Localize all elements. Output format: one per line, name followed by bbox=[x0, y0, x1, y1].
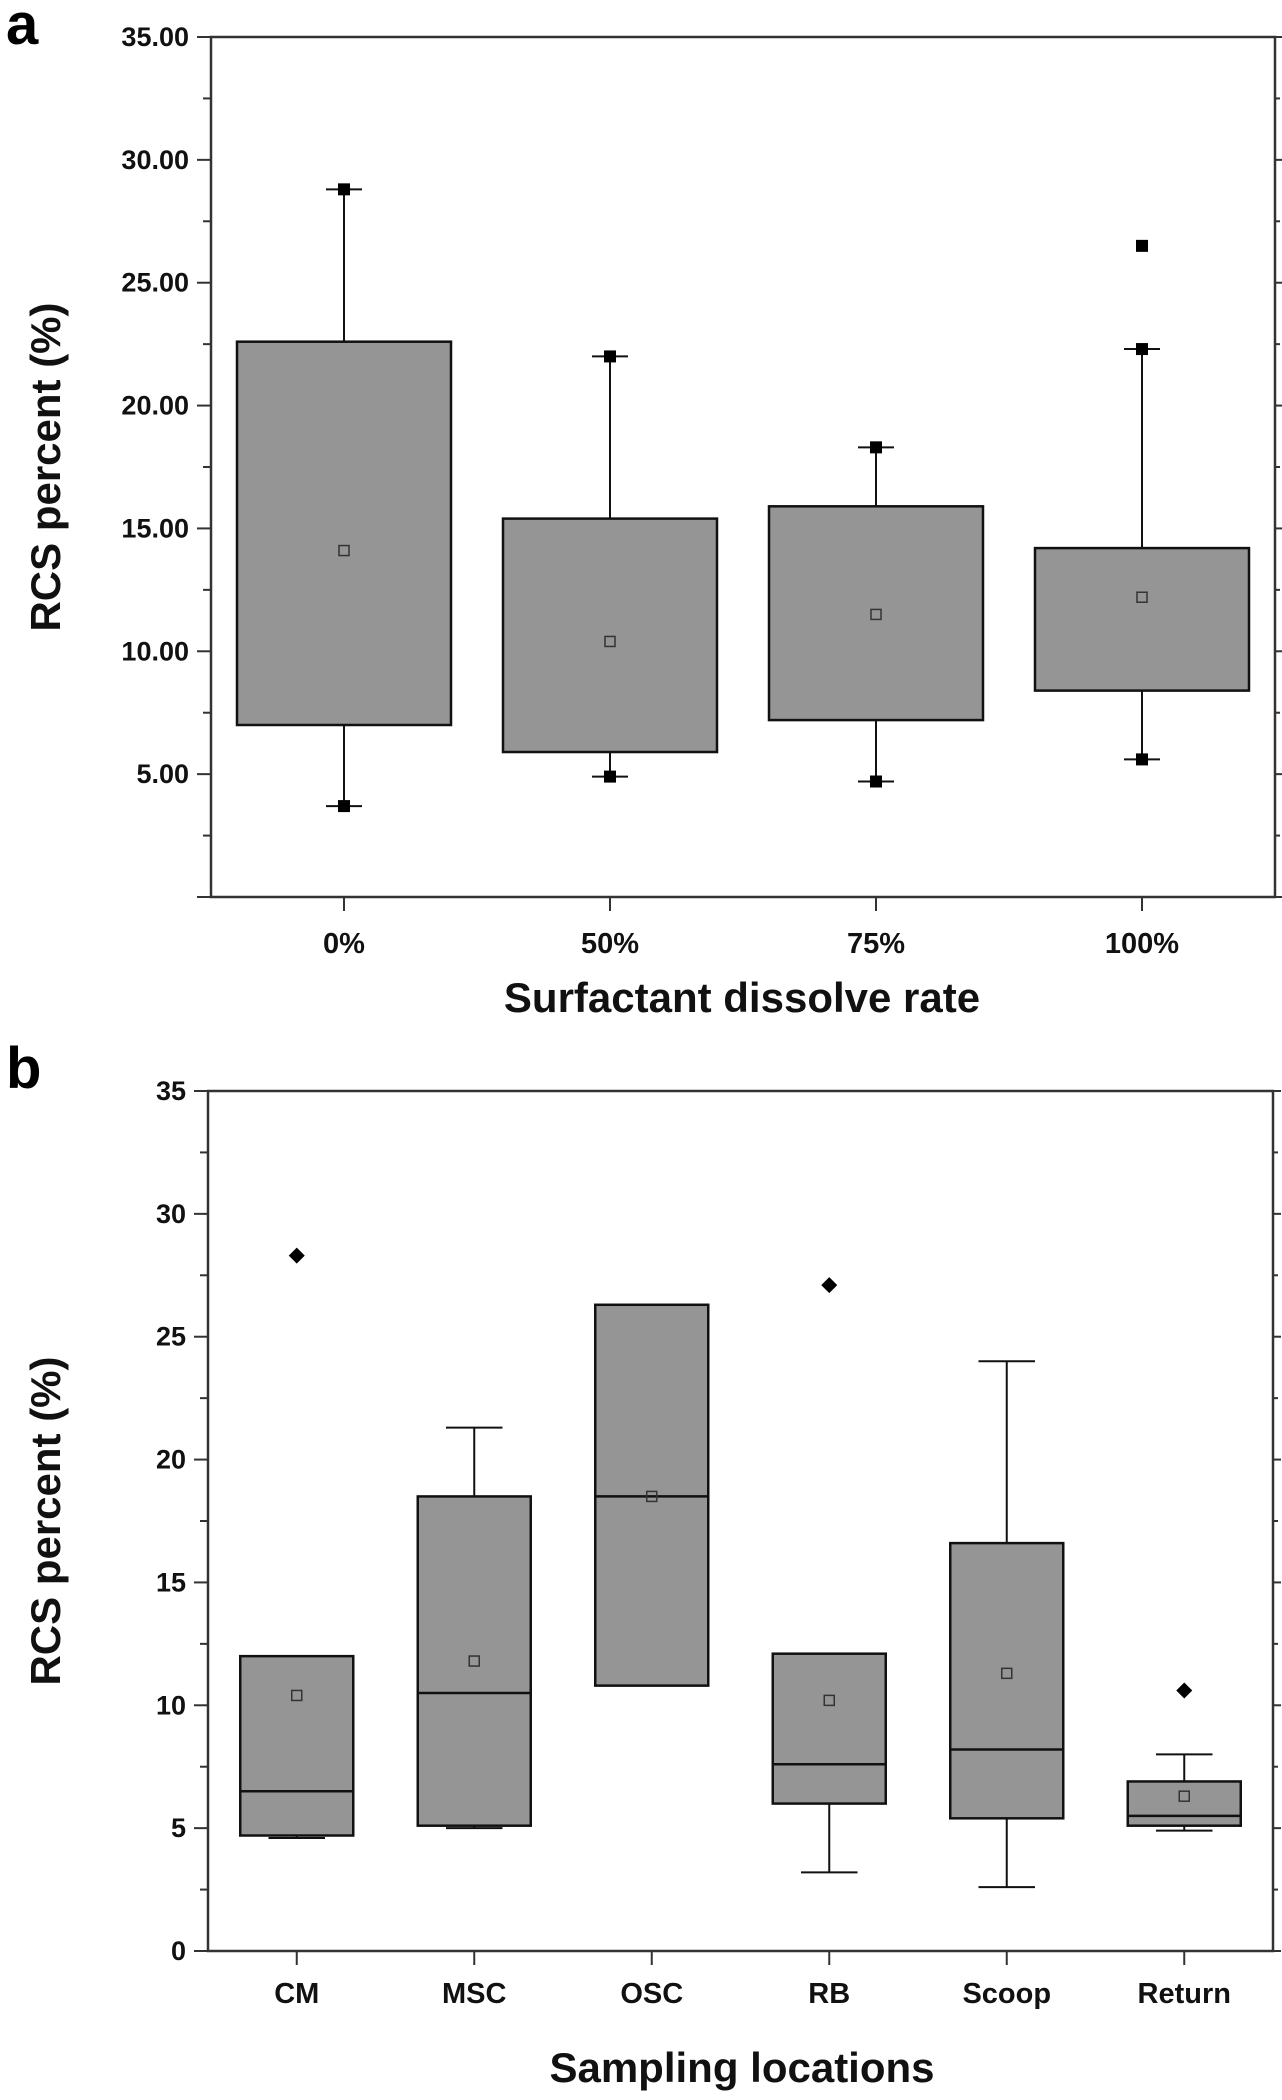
box-scoop bbox=[949, 1360, 1065, 1889]
y-tick-label: 15 bbox=[156, 1567, 186, 1597]
y-tick-label: 30 bbox=[156, 1199, 186, 1229]
panel-b-rcs-by-location: b RCS percent (%) Sampling locations 0 5 1… bbox=[6, 1036, 1281, 2091]
box-iqr bbox=[239, 1654, 355, 1837]
y-tick-label: 20.00 bbox=[121, 391, 189, 421]
x-tick-label: 50% bbox=[581, 928, 639, 960]
y-tick-label: 35.00 bbox=[121, 22, 189, 52]
mean-marker bbox=[823, 1694, 835, 1707]
max-marker bbox=[338, 183, 350, 196]
box-iqr bbox=[949, 1541, 1065, 1820]
mean-marker bbox=[1136, 591, 1148, 603]
min-marker bbox=[1136, 753, 1148, 766]
y-tick-label: 20 bbox=[156, 1445, 186, 1475]
x-tick-label: RB bbox=[808, 1978, 850, 2010]
y-tick-label: 30.00 bbox=[121, 145, 189, 175]
outlier-point bbox=[288, 1247, 305, 1264]
x-tick-label: CM bbox=[274, 1978, 319, 2010]
max-marker bbox=[1136, 343, 1148, 356]
mean-marker bbox=[1178, 1790, 1190, 1802]
box-50 bbox=[501, 350, 719, 783]
box-rb bbox=[771, 1277, 887, 1874]
mean-marker bbox=[870, 608, 882, 621]
box-return bbox=[1126, 1682, 1242, 1832]
box-iqr bbox=[235, 340, 453, 727]
x-tick-label: Scoop bbox=[962, 1978, 1051, 2010]
box-osc bbox=[594, 1303, 710, 1687]
panel-b-letter: b bbox=[6, 1036, 41, 1101]
x-tick-label: 100% bbox=[1105, 928, 1179, 960]
min-marker bbox=[338, 800, 350, 813]
mean-marker bbox=[604, 635, 616, 648]
mean-marker bbox=[468, 1655, 480, 1667]
mean-marker bbox=[291, 1689, 303, 1702]
box-iqr bbox=[416, 1495, 532, 1827]
y-tick-label: 0 bbox=[171, 1936, 186, 1966]
y-tick-label: 5.00 bbox=[136, 759, 189, 789]
mean-marker bbox=[646, 1490, 658, 1503]
box-iqr bbox=[767, 505, 985, 722]
x-tick-label: 0% bbox=[323, 928, 365, 960]
box-cm bbox=[239, 1247, 355, 1839]
panel-a-y-axis-title: RCS percent (%) bbox=[22, 302, 69, 631]
box-0 bbox=[235, 183, 453, 813]
outlier-point bbox=[1176, 1682, 1193, 1699]
panel-a-x-axis-title: Surfactant dissolve rate bbox=[504, 974, 980, 1021]
x-tick-label: OSC bbox=[620, 1978, 683, 2010]
x-tick-label: MSC bbox=[442, 1978, 507, 2010]
plot-frame bbox=[206, 1089, 1275, 1953]
y-tick-label: 25.00 bbox=[121, 268, 189, 298]
panel-b-x-axis-title: Sampling locations bbox=[549, 2044, 934, 2091]
y-tick-label: 25 bbox=[156, 1322, 186, 1352]
box-75 bbox=[767, 441, 985, 788]
mean-marker bbox=[1001, 1667, 1013, 1680]
outlier-point bbox=[1136, 239, 1148, 252]
panel-a-rcs-by-surfactant: a RCS percent (%) Surfactant dissolve ra… bbox=[6, 0, 1282, 1021]
y-tick-label: 10.00 bbox=[121, 636, 189, 666]
panel-a-letter: a bbox=[6, 0, 39, 57]
y-tick-label: 5 bbox=[171, 1813, 186, 1843]
mean-marker bbox=[338, 544, 350, 557]
max-marker bbox=[604, 350, 616, 363]
box-iqr bbox=[771, 1652, 887, 1805]
max-marker bbox=[870, 441, 882, 454]
min-marker bbox=[604, 770, 616, 783]
outlier-point bbox=[821, 1277, 838, 1294]
x-tick-label: Return bbox=[1138, 1978, 1231, 2010]
y-tick-label: 10 bbox=[156, 1690, 186, 1720]
y-tick-label: 35 bbox=[156, 1076, 186, 1106]
y-tick-label: 15.00 bbox=[121, 513, 189, 543]
box-100 bbox=[1033, 239, 1251, 766]
box-iqr bbox=[1033, 546, 1251, 692]
panel-b-y-axis-title: RCS percent (%) bbox=[22, 1356, 69, 1685]
min-marker bbox=[870, 775, 882, 788]
x-tick-label: 75% bbox=[847, 928, 905, 960]
box-msc bbox=[416, 1426, 532, 1830]
box-iqr bbox=[501, 517, 719, 754]
box-iqr bbox=[1126, 1780, 1242, 1827]
